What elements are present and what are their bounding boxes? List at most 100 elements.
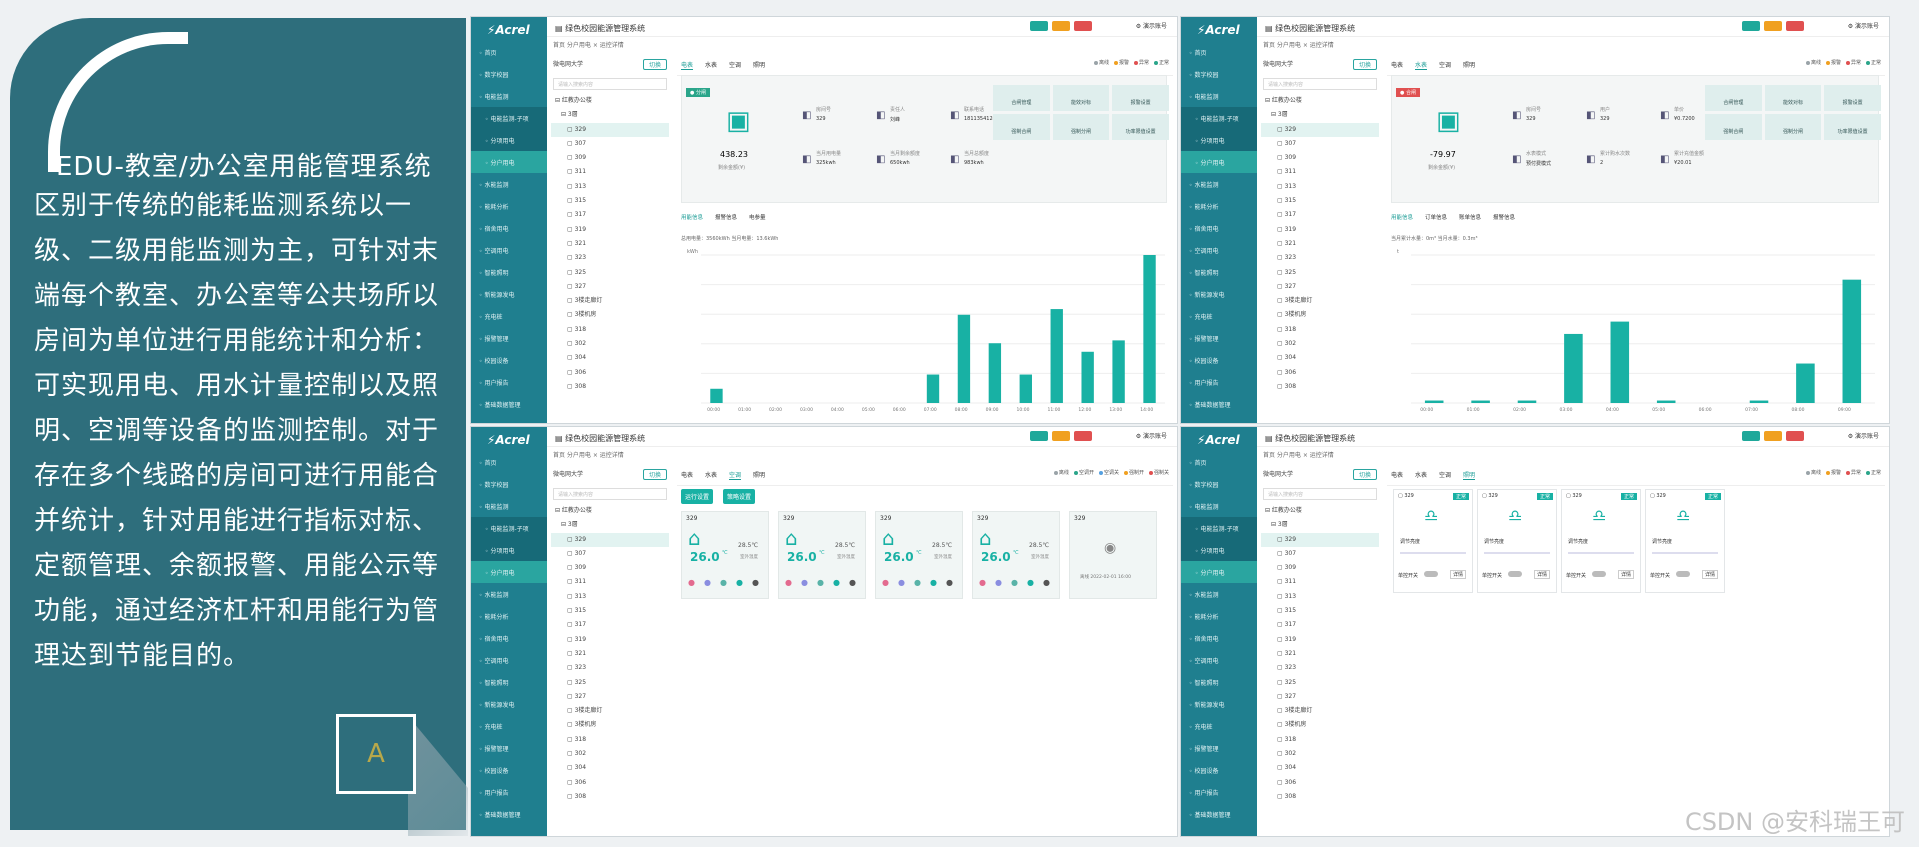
notification-chip[interactable] — [1073, 21, 1092, 31]
light-card[interactable]: ▢ 329 正常 ♎ 调节亮度 单控开关 详情 — [1561, 489, 1641, 593]
tree-node[interactable]: ⊟ 红教办公楼 — [1265, 507, 1302, 514]
tree-node[interactable]: ▢ 325 — [567, 678, 587, 686]
tree-node[interactable]: ▢ 321 — [567, 649, 587, 657]
tree-node[interactable]: ▢ 306 — [567, 368, 587, 376]
sidebar-item[interactable]: ◦ 电能监测 — [1189, 94, 1219, 101]
tree-node[interactable]: ▢ 323 — [567, 254, 587, 262]
subtab[interactable]: 订单信息 — [1425, 215, 1448, 221]
light-detail-button[interactable]: 详情 — [1702, 570, 1719, 579]
ac-control-icon[interactable]: ● — [817, 578, 824, 587]
tree-node[interactable]: ▢ 3楼走廊灯 — [567, 707, 603, 715]
tree-node[interactable]: ▢ 308 — [1277, 382, 1297, 390]
tree-node[interactable]: ▢ 318 — [1277, 735, 1297, 743]
light-detail-button[interactable]: 详情 — [1450, 570, 1467, 579]
ac-control-icon[interactable]: ● — [688, 578, 695, 587]
ac-control-icon[interactable]: ● — [720, 578, 727, 587]
tree-node[interactable]: ▢ 319 — [567, 225, 587, 233]
sidebar-item[interactable]: ◦ 充电桩 — [479, 724, 503, 731]
tab-水表[interactable]: 水表 — [705, 472, 718, 479]
tab-电表[interactable]: 电表 — [681, 472, 694, 479]
brightness-slider[interactable] — [1484, 552, 1550, 554]
tree-node[interactable]: ▢ 321 — [1277, 239, 1297, 247]
ac-control-icon[interactable]: ● — [704, 578, 711, 587]
sidebar-item[interactable]: ◦ 电能监测 — [1189, 504, 1219, 511]
sidebar-item[interactable]: ◦ 智能照明 — [479, 680, 509, 687]
operation-button[interactable]: 功率限值设置 — [1824, 114, 1881, 140]
tree-node[interactable]: ▢ 306 — [1277, 778, 1297, 786]
tree-node[interactable]: ▢ 315 — [567, 607, 587, 615]
tab-照明[interactable]: 照明 — [753, 472, 766, 479]
tree-node[interactable]: ▢ 317 — [567, 621, 587, 629]
tree-node[interactable]: ▢ 308 — [567, 382, 587, 390]
user-name[interactable]: ⚙ 演示账号 — [1135, 433, 1167, 440]
sidebar-item[interactable]: ◦ 电能监测 — [479, 94, 509, 101]
tree-node[interactable]: ▢ 317 — [1277, 621, 1297, 629]
sidebar-item[interactable]: ◦ 智能照明 — [1189, 680, 1219, 687]
operation-button[interactable]: 功率限值设置 — [1112, 114, 1169, 140]
notification-chip[interactable] — [1785, 431, 1804, 441]
tree-node[interactable]: ▢ 307 — [1277, 139, 1297, 147]
sidebar-item[interactable]: ◦ 宿舍用电 — [1189, 226, 1219, 233]
switch-toggle[interactable] — [1424, 571, 1438, 577]
tree-node[interactable]: ▢ 325 — [1277, 678, 1297, 686]
tab-电表[interactable]: 电表 — [681, 62, 694, 70]
tree-node[interactable]: ⊟ 3層 — [1271, 111, 1288, 119]
operation-button[interactable]: 强制分闸 — [1052, 114, 1110, 140]
subtab[interactable]: 用能信息 — [681, 215, 704, 221]
sidebar-item[interactable]: ◦ 分项用电 — [1181, 539, 1257, 561]
sidebar-item[interactable]: ◦ 基础数据管理 — [1189, 812, 1231, 819]
tree-node[interactable]: ▢ 302 — [567, 750, 587, 758]
ac-control-icon[interactable]: ● — [752, 578, 759, 587]
operation-button[interactable]: 能效对标 — [1764, 85, 1822, 111]
operation-button[interactable]: 强制合闸 — [1705, 114, 1762, 140]
sidebar-item[interactable]: ◦ 空调用电 — [1189, 248, 1219, 255]
subtab[interactable]: 报警信息 — [715, 215, 738, 221]
notification-chip[interactable] — [1763, 21, 1782, 31]
sidebar-item[interactable]: ◦ 电能监测-子项 — [1181, 517, 1257, 539]
ac-control-icon[interactable]: ● — [736, 578, 743, 587]
ac-control-icon[interactable]: ● — [898, 578, 905, 587]
tree-node[interactable]: ▢ 306 — [1277, 368, 1297, 376]
notification-chip[interactable] — [1763, 431, 1782, 441]
ac-control-icon[interactable]: ● — [995, 578, 1002, 587]
sidebar-item[interactable]: ◦ 电能监测 — [479, 504, 509, 511]
sidebar-item[interactable]: ◦ 能耗分析 — [1189, 204, 1219, 211]
switch-button[interactable]: 切换 — [642, 59, 667, 70]
sidebar-item[interactable]: ◦ 用户报告 — [1189, 380, 1219, 387]
tree-node[interactable]: ▢ 3楼机房 — [567, 311, 597, 319]
tree-node[interactable]: ▢ 304 — [1277, 764, 1297, 772]
tree-node[interactable]: ▢ 329 — [1261, 532, 1379, 547]
tree-node[interactable]: ▢ 325 — [1277, 268, 1297, 276]
tab-水表[interactable]: 水表 — [1415, 62, 1428, 70]
light-card[interactable]: ▢ 329 正常 ♎ 调节亮度 单控开关 详情 — [1393, 489, 1473, 593]
tree-node[interactable]: ▢ 317 — [567, 211, 587, 219]
sidebar-item[interactable]: ◦ 水能监测 — [479, 592, 509, 599]
operation-button[interactable]: 能效对标 — [1052, 85, 1110, 111]
notification-chip[interactable] — [1073, 431, 1092, 441]
sidebar-item[interactable]: ◦ 报警管理 — [1189, 336, 1219, 343]
switch-toggle[interactable] — [1592, 571, 1606, 577]
ac-action-button[interactable]: 运行设置 — [681, 489, 714, 504]
tree-node[interactable]: ▢ 327 — [567, 282, 587, 290]
tree-node[interactable]: ▢ 329 — [551, 122, 669, 137]
sidebar-item[interactable]: ◦ 能耗分析 — [479, 204, 509, 211]
tree-node[interactable]: ▢ 325 — [567, 268, 587, 276]
notification-chip[interactable] — [1029, 21, 1048, 31]
tree-node[interactable]: ▢ 306 — [567, 778, 587, 786]
sidebar-item[interactable]: ◦ 校园设备 — [1189, 358, 1219, 365]
tree-node[interactable]: ⊟ 红教办公楼 — [555, 507, 592, 514]
sidebar-item[interactable]: ◦ 报警管理 — [479, 746, 509, 753]
subtab[interactable]: 账单信息 — [1459, 215, 1482, 221]
tree-node[interactable]: ⊟ 3層 — [561, 521, 578, 529]
sidebar-item[interactable]: ◦ 智能照明 — [1189, 270, 1219, 277]
notification-chip[interactable] — [1051, 21, 1070, 31]
user-name[interactable]: ⚙ 演示账号 — [1847, 23, 1879, 30]
sidebar-item[interactable]: ◦ 宿舍用电 — [479, 636, 509, 643]
tree-node[interactable]: ▢ 311 — [567, 578, 587, 586]
ac-control-icon[interactable]: ● — [979, 578, 986, 587]
tab-电表[interactable]: 电表 — [1391, 472, 1404, 479]
tree-node[interactable]: ▢ 315 — [1277, 197, 1297, 205]
switch-toggle[interactable] — [1676, 571, 1690, 577]
sidebar-item[interactable]: ◦ 校园设备 — [479, 768, 509, 775]
tab-空调[interactable]: 空调 — [729, 472, 742, 480]
